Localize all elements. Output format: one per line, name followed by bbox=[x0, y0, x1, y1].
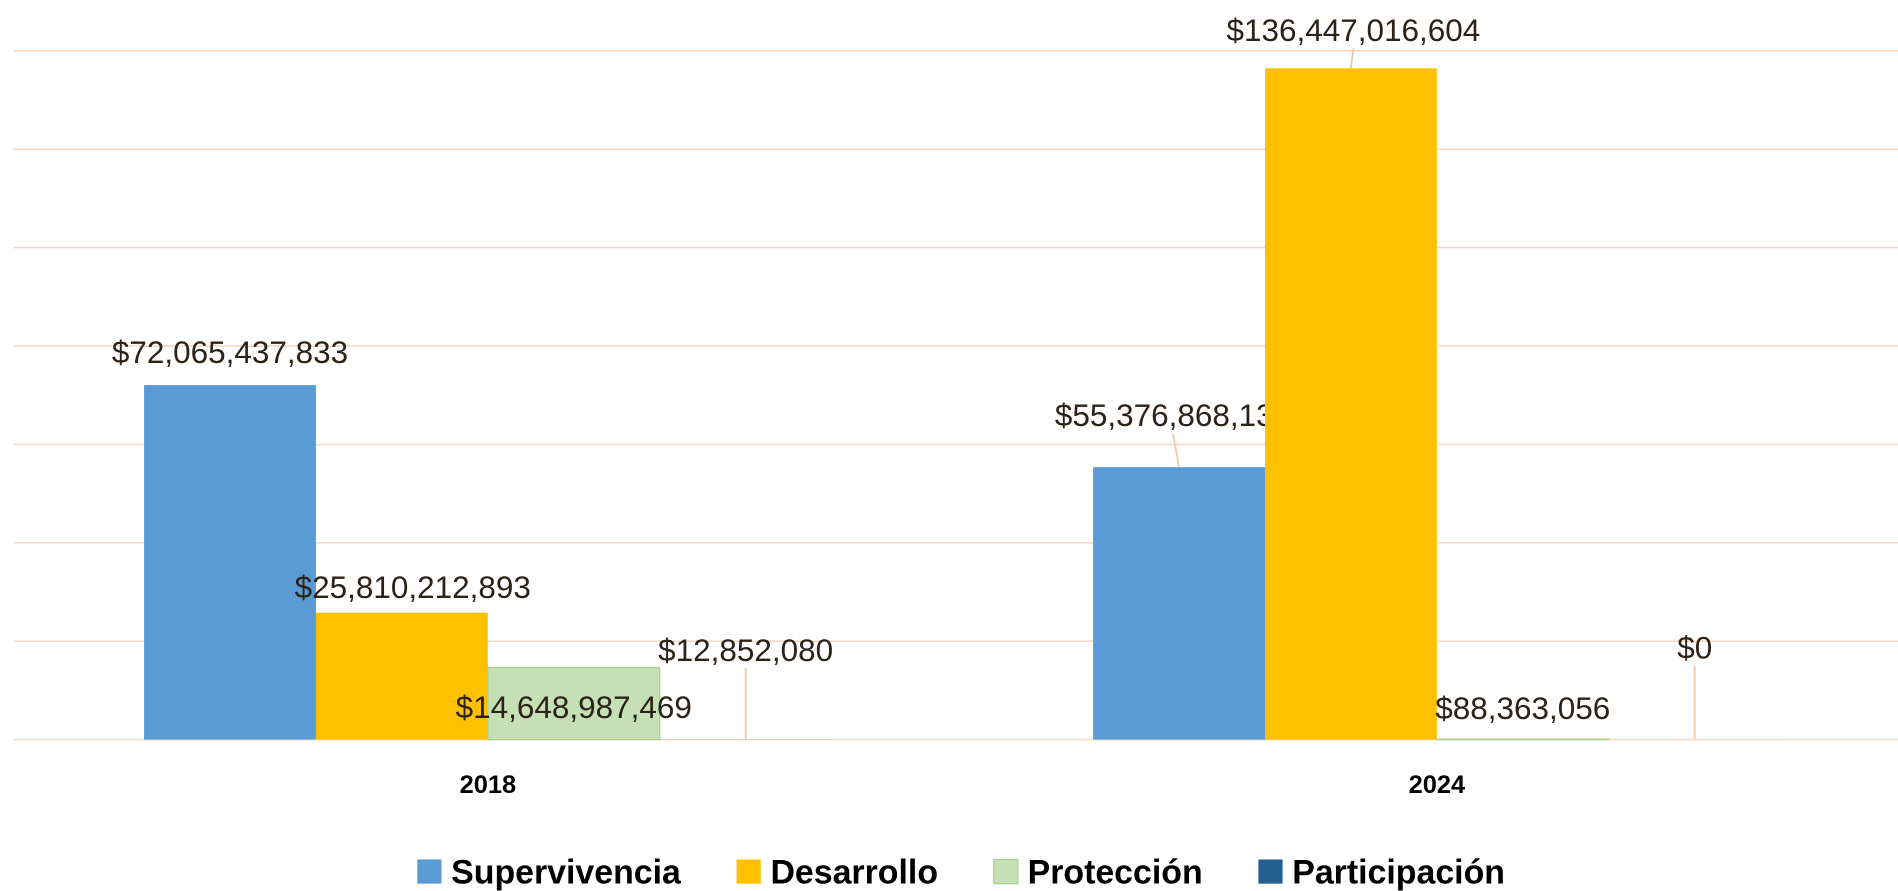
legend-label: Protección bbox=[1028, 854, 1203, 891]
legend-item: Desarrollo bbox=[736, 854, 938, 891]
plot: 2018 $72,065,437,833 $25,810,212,893 $14,64… bbox=[13, 13, 1898, 891]
legend-swatch bbox=[736, 859, 761, 884]
legend-item: Protección bbox=[993, 854, 1203, 891]
data-label: $55,376,868,132 bbox=[1055, 398, 1291, 433]
legend-item: Supervivencia bbox=[417, 854, 682, 891]
bar bbox=[315, 612, 488, 740]
data-label: $12,852,080 bbox=[658, 633, 833, 668]
bar bbox=[144, 385, 316, 740]
legend-swatch bbox=[1258, 859, 1283, 884]
x-tick-label: 2024 bbox=[1409, 771, 1466, 799]
data-label: $0 bbox=[1677, 631, 1712, 666]
legend-swatch bbox=[993, 858, 1019, 885]
data-label: $25,810,212,893 bbox=[295, 570, 531, 605]
data-label: $14,648,987,469 bbox=[456, 690, 692, 725]
bar bbox=[1093, 467, 1265, 740]
legend-label: Supervivencia bbox=[451, 854, 682, 891]
leader-line bbox=[1172, 433, 1180, 468]
data-label: $136,447,016,604 bbox=[1226, 13, 1480, 48]
leader-line bbox=[1350, 48, 1355, 69]
bar bbox=[1264, 68, 1437, 740]
bar bbox=[487, 666, 661, 741]
x-tick-label: 2018 bbox=[460, 771, 517, 799]
legend-label: Participación bbox=[1292, 854, 1505, 891]
data-label: $72,065,437,833 bbox=[112, 335, 348, 370]
legend-label: Desarrollo bbox=[770, 854, 938, 891]
legend-swatch bbox=[417, 859, 442, 884]
data-label: $88,363,056 bbox=[1435, 691, 1610, 726]
legend-item: Participación bbox=[1258, 854, 1505, 891]
